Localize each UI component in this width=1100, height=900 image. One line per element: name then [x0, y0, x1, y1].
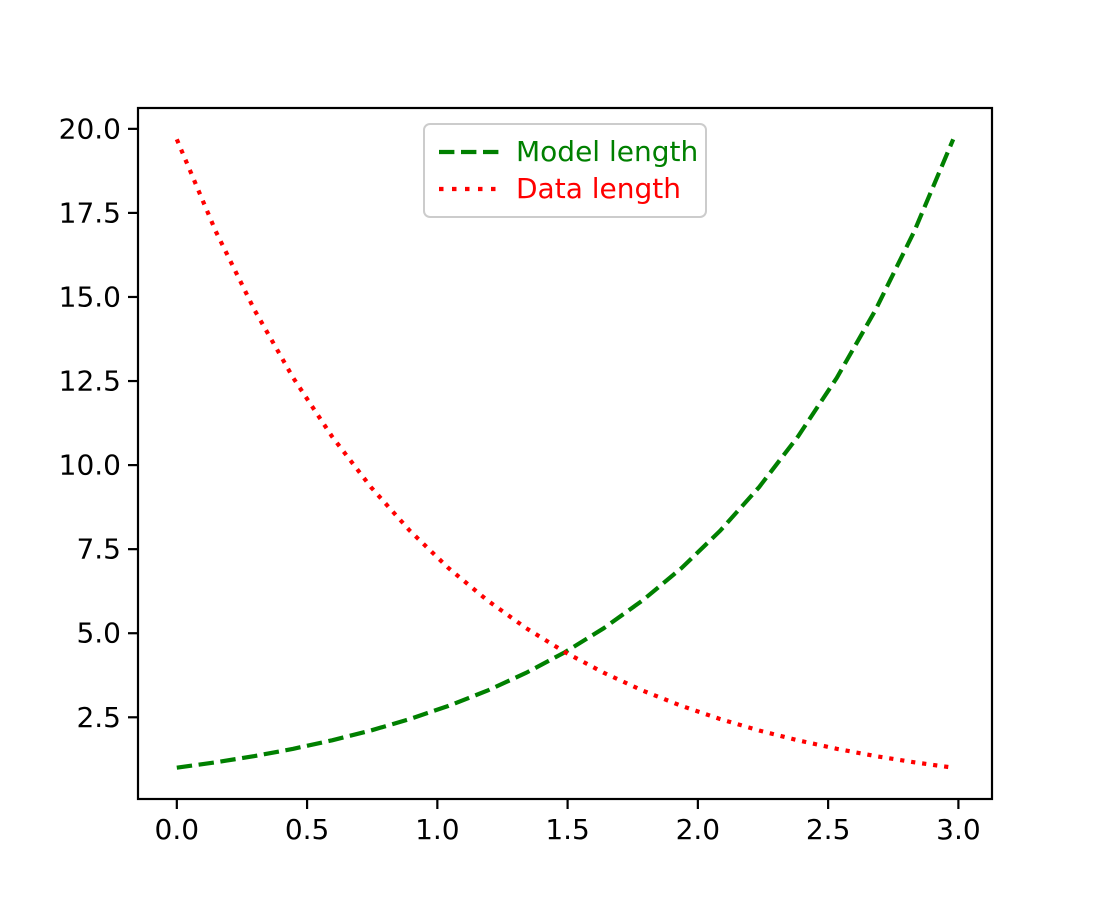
- model-length-dashed-line-icon: [439, 149, 501, 154]
- plot-border: [136, 106, 994, 801]
- legend-label-model-length: Model length: [516, 134, 699, 168]
- legend-item-data-length: Data length: [439, 171, 689, 207]
- series-line-data-length: [174, 138, 954, 770]
- y-tick-label: 17.5: [59, 196, 121, 229]
- legend-label-data-length: Data length: [516, 172, 682, 206]
- x-tick-label: 2.0: [676, 813, 721, 846]
- x-tick-label: 2.5: [806, 813, 851, 846]
- legend: Model length Data length: [423, 123, 707, 218]
- y-tick-label: 5.0: [76, 617, 121, 650]
- series-line-model-length: [176, 138, 956, 770]
- legend-item-model-length: Model length: [439, 134, 698, 170]
- x-tick-label: 1.0: [415, 813, 460, 846]
- data-length-dotted-line-icon: [439, 187, 501, 192]
- x-tick-label: 3.0: [936, 813, 981, 846]
- x-tick-label: 1.5: [545, 813, 590, 846]
- y-tick-label: 2.5: [76, 701, 121, 734]
- y-tick-label: 20.0: [59, 112, 121, 145]
- y-tick-label: 7.5: [76, 533, 121, 566]
- y-tick-label: 10.0: [59, 449, 121, 482]
- y-tick-label: 12.5: [59, 365, 121, 398]
- x-tick-label: 0.5: [285, 813, 330, 846]
- x-tick-label: 0.0: [155, 813, 200, 846]
- y-tick-label: 15.0: [59, 280, 121, 313]
